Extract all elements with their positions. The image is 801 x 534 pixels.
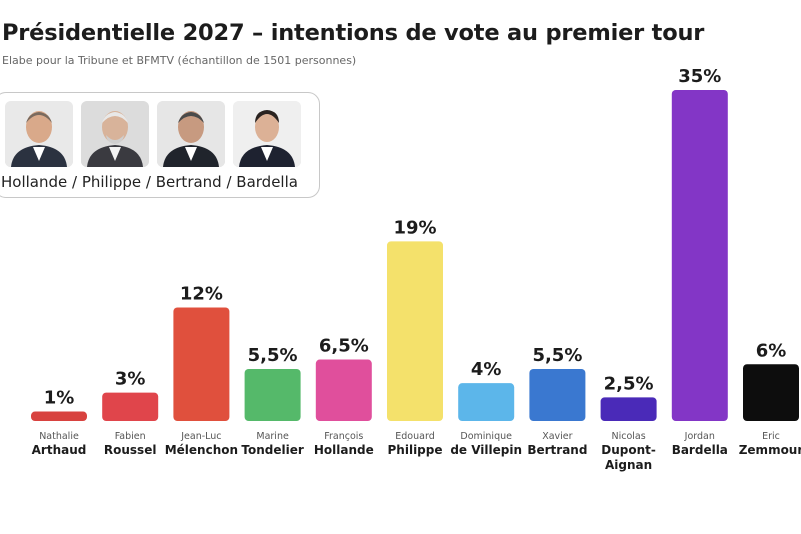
candidate-label-1: Fabien Roussel (85, 431, 175, 458)
candidate-first-name: Nicolas (611, 431, 646, 442)
candidate-label-4: François Hollande (299, 431, 389, 458)
candidate-photo-philippe (81, 101, 149, 167)
bar-8 (600, 397, 657, 421)
candidate-first-name: Jordan (684, 431, 715, 442)
candidate-first-name: Xavier (542, 431, 573, 442)
bar-2 (173, 307, 230, 421)
candidate-label-6: Dominique de Villepin (441, 431, 531, 458)
value-label-4: 6,5% (319, 336, 369, 357)
value-label-6: 4% (471, 359, 502, 380)
candidate-last-name: Mélenchon (164, 442, 239, 457)
candidate-first-name: François (324, 431, 364, 442)
bar-1 (102, 392, 159, 421)
bar-6 (458, 383, 515, 421)
bar-9 (671, 90, 728, 421)
candidate-label-8: Nicolas Dupont- Aignan (584, 431, 674, 473)
candidate-last-name: Bardella (671, 442, 728, 457)
bar-10 (743, 364, 799, 421)
candidate-last-name: Zemmour (738, 442, 801, 457)
value-label-10: 6% (756, 340, 787, 361)
candidate-first-name: Eric (762, 431, 780, 442)
candidate-last-name: Arthaud (31, 442, 87, 457)
candidate-label-2: Jean-Luc Mélenchon (156, 431, 246, 458)
candidate-last-name: de Villepin (450, 442, 523, 457)
candidate-first-name: Jean-Luc (181, 431, 222, 442)
candidate-label-7: Xavier Bertrand (512, 431, 602, 458)
chart-subtitle: Elabe pour la Tribune et BFMTV (échantil… (2, 54, 357, 67)
bar-0 (31, 411, 87, 421)
candidate-first-name: Fabien (114, 431, 146, 442)
chart-title: Présidentielle 2027 – intentions de vote… (2, 20, 705, 46)
candidate-photo-bardella (233, 101, 301, 167)
candidate-label-10: Eric Zemmour (726, 431, 801, 458)
candidate-label-3: Marine Tondelier (228, 431, 318, 458)
candidate-last-name: Tondelier (241, 442, 304, 457)
candidate-last-name: Aignan (605, 457, 653, 472)
value-label-7: 5,5% (532, 345, 582, 366)
scenario-box: Hollande / Philippe / Bertrand / Bardell… (0, 92, 320, 198)
bar-3 (244, 368, 301, 421)
bar-5 (387, 241, 443, 421)
bar-4 (315, 359, 372, 421)
candidate-last-name: Bertrand (527, 442, 588, 457)
candidate-last-name: Hollande (313, 442, 374, 457)
candidate-last-name: Roussel (103, 442, 157, 457)
candidate-last-name: Philippe (387, 442, 443, 457)
candidate-label-0: Nathalie Arthaud (14, 431, 104, 458)
candidate-first-name: Dominique (460, 431, 512, 442)
value-label-1: 3% (115, 369, 146, 390)
value-label-0: 1% (44, 388, 75, 409)
candidate-last-name: Dupont- (601, 442, 656, 457)
candidate-first-name: Edouard (395, 431, 435, 442)
value-label-2: 12% (180, 284, 223, 305)
value-label-5: 19% (393, 217, 436, 238)
candidate-photo-bertrand (157, 101, 225, 167)
candidate-first-name: Marine (256, 431, 289, 442)
candidate-first-name: Nathalie (39, 431, 79, 442)
candidate-label-9: Jordan Bardella (655, 431, 745, 458)
scenario-label: Hollande / Philippe / Bertrand / Bardell… (1, 173, 298, 191)
value-label-3: 5,5% (248, 345, 298, 366)
candidate-photo-hollande (5, 101, 73, 167)
candidate-label-5: Edouard Philippe (370, 431, 460, 458)
bar-7 (529, 368, 586, 421)
value-label-8: 2,5% (604, 373, 654, 394)
value-label-9: 35% (678, 66, 721, 87)
